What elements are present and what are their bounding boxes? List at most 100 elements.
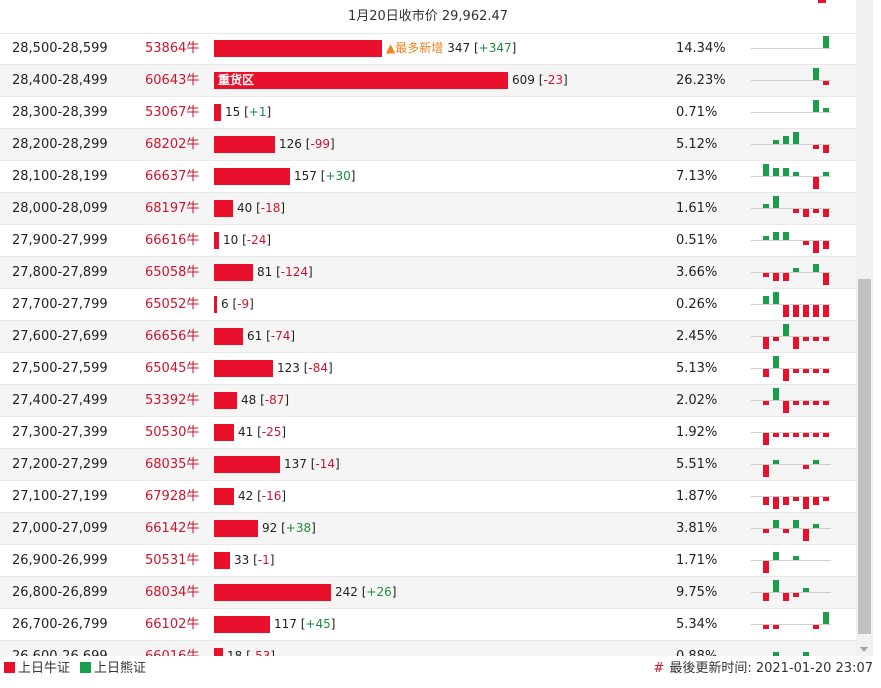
table-row[interactable]: 28,000-28,099 68197牛 40 [-18] 1.61% [0,193,856,225]
count-bar [214,648,223,656]
price-range: 27,600-27,699 [12,329,108,344]
sparkline-bar [773,292,779,304]
warrant-code-link[interactable]: 66142牛 [145,521,200,536]
warrant-code-link[interactable]: 68034牛 [145,585,200,600]
table-row[interactable]: 26,800-26,899 68034牛 242 [+26] 9.75% [0,577,856,609]
price-range: 27,100-27,199 [12,489,108,504]
table-row[interactable]: 27,100-27,199 67928牛 42 [-16] 1.87% [0,481,856,513]
price-range: 27,800-27,899 [12,265,108,280]
count-number: 48 [241,393,257,407]
count-bar [214,264,253,281]
sparkline-bar [773,140,779,144]
change-sparkline [751,545,831,576]
warrant-code-link[interactable]: 65058牛 [145,265,200,280]
table-row[interactable]: 27,400-27,499 53392牛 48 [-87] 2.02% [0,385,856,417]
table-row[interactable]: 28,200-28,299 68202牛 126 [-99] 5.12% [0,129,856,161]
warrant-code-link[interactable]: 66102牛 [145,617,200,632]
warrant-code-link[interactable]: 65045牛 [145,361,200,376]
warrant-code-link[interactable]: 53864牛 [145,41,200,56]
sparkline-bar [813,497,819,505]
count-value: 609 [-23] [512,73,568,87]
sparkline-bar [763,561,769,573]
sparkline-baseline [751,240,831,241]
count-number: 126 [279,137,302,151]
vertical-scrollbar[interactable] [856,0,873,656]
sparkline-baseline [751,368,831,369]
percentage: 5.51% [676,457,718,472]
sparkline-bar [823,401,829,405]
sparkline-bar [773,196,779,208]
sparkline-baseline [751,496,831,497]
table-row[interactable]: 27,500-27,599 65045牛 123 [-84] 5.13% [0,353,856,385]
count-number: 92 [262,521,278,535]
change-sparkline [751,65,831,96]
warrant-code-link[interactable]: 68035牛 [145,457,200,472]
warrant-code-link[interactable]: 66616牛 [145,233,200,248]
footer: 上日牛证 上日熊证 # 最後更新时间: 2021-01-20 23:07 [0,656,881,688]
heavy-zone-label: 重货区 [218,73,255,87]
percentage: 9.75% [676,585,718,600]
warrant-code-link[interactable]: 68202牛 [145,137,200,152]
warrant-code-link[interactable]: 60643牛 [145,73,200,88]
sparkline-bar [763,465,769,477]
warrant-code-link[interactable]: 66656牛 [145,329,200,344]
sparkline-bar [763,593,769,601]
count-number: 15 [225,105,241,119]
change-sparkline [751,289,831,320]
warrant-code-link[interactable]: 50531牛 [145,553,200,568]
sparkline-bar [803,305,809,317]
table-row[interactable]: 27,700-27,799 65052牛 6 [-9] 0.26% [0,289,856,321]
count-change: +26 [366,585,392,599]
warrant-code-link[interactable]: 66016牛 [145,641,199,656]
sparkline-bar [813,369,819,373]
count-bar [214,456,280,473]
table-row[interactable]: 26,700-26,799 66102牛 117 [+45] 5.34% [0,609,856,641]
sparkline-bar [773,388,779,400]
table-row[interactable]: 26,900-26,999 50531牛 33 [-1] 1.71% [0,545,856,577]
scrollbar-thumb[interactable] [858,279,871,634]
sparkline-bar [803,529,809,541]
warrant-code-link[interactable]: 65052牛 [145,297,200,312]
sparkline-bar [763,401,769,405]
sparkline-bar [823,108,829,112]
scroll-down-arrow-icon[interactable] [860,647,868,652]
count-value: 81 [-124] [257,265,313,279]
sparkline-bar [773,460,779,464]
sparkline-bar [763,433,769,445]
table-row[interactable]: 28,400-28,499 60643牛 重货区 609 [-23] 26.23% [0,65,856,97]
sparkline-baseline [751,176,831,177]
count-change: -23 [543,73,564,87]
sparkline-bar [763,497,769,505]
warrant-code-link[interactable]: 50530牛 [145,425,200,440]
table-row[interactable]: 27,600-27,699 66656牛 61 [-74] 2.45% [0,321,856,353]
count-number: 157 [294,169,317,183]
percentage: 0.51% [676,233,718,248]
warrant-code-link[interactable]: 68197牛 [145,201,200,216]
table-row[interactable]: 28,300-28,399 53067牛 15 [+1] 0.71% [0,97,856,129]
table-row[interactable]: 27,800-27,899 65058牛 81 [-124] 3.66% [0,257,856,289]
table-row[interactable]: 28,500-28,599 53864牛 ▲最多新增 347 [+347] 14.34% [0,33,856,65]
warrant-code-link[interactable]: 53392牛 [145,393,200,408]
warrant-code-link[interactable]: 66637牛 [145,169,200,184]
sparkline-bar [823,209,829,217]
table-row[interactable]: 27,900-27,999 66616牛 10 [-24] 0.51% [0,225,856,257]
sparkline-bar [813,625,819,629]
count-value: 92 [+38] [262,521,316,535]
sparkline-bar [783,529,789,533]
table-row[interactable]: 28,100-28,199 66637牛 157 [+30] 7.13% [0,161,856,193]
warrant-code-link[interactable]: 67928牛 [145,489,200,504]
sparkline-bar [783,324,789,336]
count-number: 137 [284,457,307,471]
bear-swatch-icon [80,662,91,673]
sparkline-bar [823,612,829,624]
table-row[interactable]: 27,000-27,099 66142牛 92 [+38] 3.81% [0,513,856,545]
count-change: +347 [478,41,512,55]
sparkline-bar [803,652,809,656]
table-row[interactable]: 27,200-27,299 68035牛 137 [-14] 5.51% [0,449,856,481]
percentage: 0.71% [676,105,718,120]
table-row[interactable]: 27,300-27,399 50530牛 41 [-25] 1.92% [0,417,856,449]
sparkline-bar [823,369,829,373]
table-row[interactable]: 26,600-26,699 66016牛 18 [-53] 0.88% [0,641,856,656]
bull-swatch-icon [4,662,15,673]
warrant-code-link[interactable]: 53067牛 [145,105,200,120]
